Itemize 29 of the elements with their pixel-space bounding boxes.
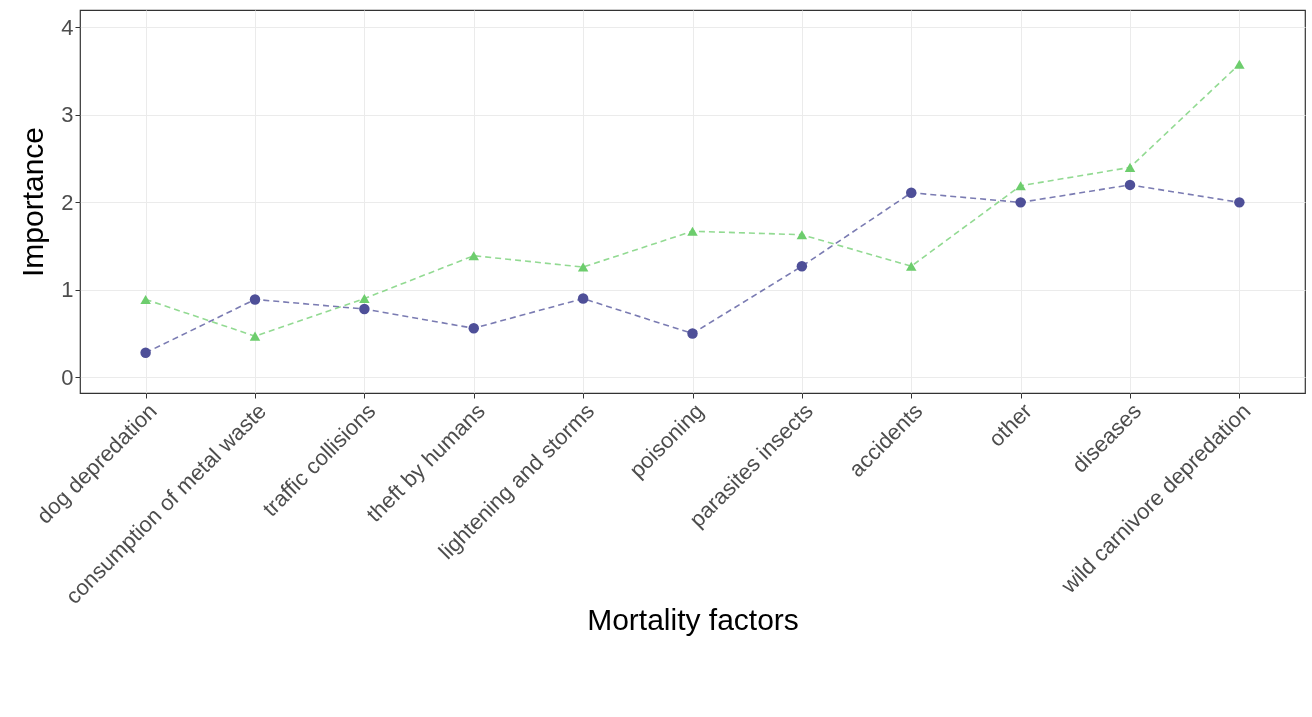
point <box>359 303 370 315</box>
y-tick-label: 4 <box>61 14 74 40</box>
point <box>577 293 589 304</box>
point <box>140 294 151 304</box>
point <box>1234 59 1245 69</box>
point <box>140 347 151 359</box>
x-axis-title: Mortality factors <box>587 602 799 636</box>
point <box>249 331 261 341</box>
point <box>468 323 479 334</box>
point <box>796 260 808 272</box>
point <box>687 226 698 236</box>
point <box>249 294 261 305</box>
y-tick-label: 1 <box>61 277 74 303</box>
point <box>359 294 370 304</box>
point <box>577 262 589 272</box>
point <box>687 328 698 339</box>
point <box>1124 179 1136 191</box>
y-tick-label: 2 <box>61 189 74 215</box>
point <box>1234 197 1245 208</box>
point <box>1015 181 1026 191</box>
y-axis-title: Importance <box>16 126 50 278</box>
point <box>1015 197 1026 208</box>
y-tick-label: 3 <box>61 102 74 128</box>
point <box>796 230 808 240</box>
y-tick-label: 0 <box>61 364 74 390</box>
point <box>468 251 479 261</box>
point <box>906 261 917 271</box>
point <box>1124 162 1136 172</box>
point <box>906 187 917 198</box>
